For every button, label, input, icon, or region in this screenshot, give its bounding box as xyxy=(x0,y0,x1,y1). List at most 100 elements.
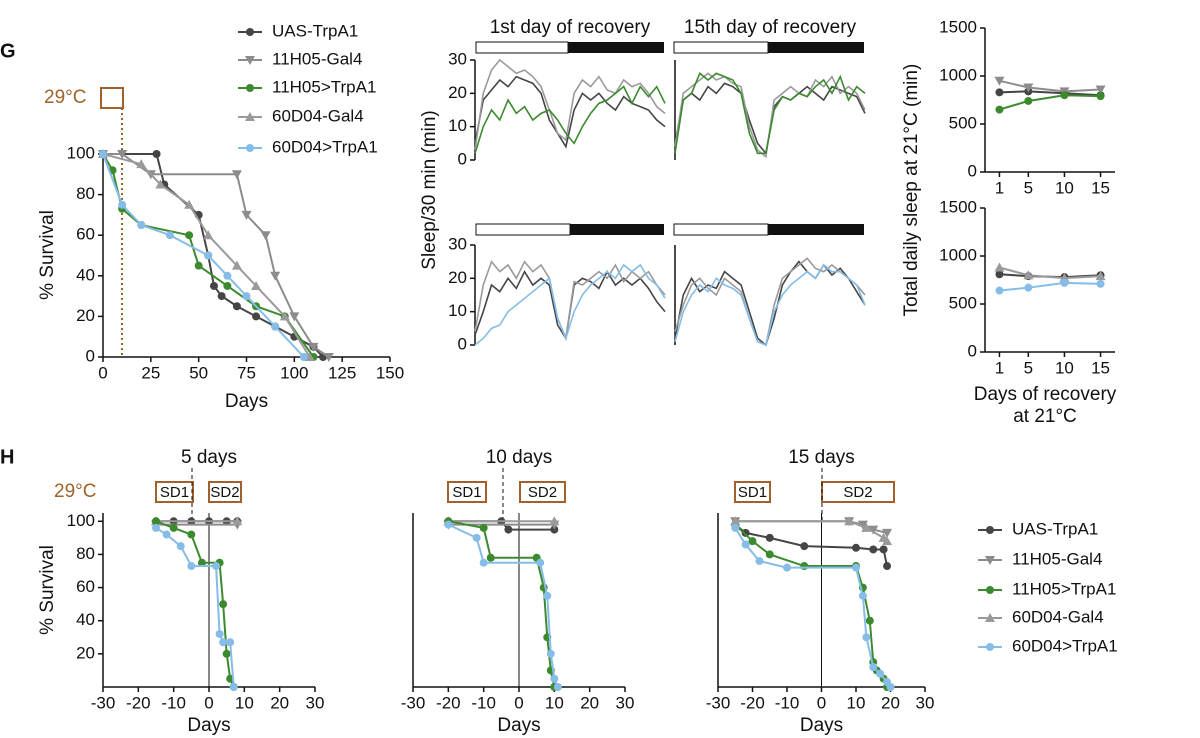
point xyxy=(865,616,874,625)
y-tick-label: 500 xyxy=(949,113,977,132)
series-line xyxy=(999,79,1101,93)
y-tick-label: 1000 xyxy=(939,65,977,84)
y-tick-label: 1000 xyxy=(939,245,977,264)
series-line xyxy=(474,260,666,342)
light-dark-bars xyxy=(475,41,864,236)
point xyxy=(730,516,741,526)
point xyxy=(852,563,860,572)
legend-label: 11H05>TrpA1 xyxy=(272,77,376,96)
legend-marker xyxy=(985,613,995,622)
legend-marker xyxy=(986,643,994,651)
x-tick-label: 1 xyxy=(995,178,1004,197)
legend-marker xyxy=(985,556,995,565)
point xyxy=(479,558,488,567)
point xyxy=(204,251,213,260)
point xyxy=(995,286,1004,295)
point xyxy=(232,302,241,311)
point xyxy=(194,261,203,270)
point xyxy=(1060,91,1069,100)
point xyxy=(883,562,892,571)
series-line xyxy=(474,58,666,151)
x-tick-label: 0 xyxy=(204,693,213,712)
point xyxy=(862,633,871,642)
point xyxy=(169,523,178,532)
series-line xyxy=(103,153,330,358)
point xyxy=(844,516,855,526)
sd-label: SD2 xyxy=(528,484,557,501)
point xyxy=(226,638,235,647)
x-tick-label: 15 xyxy=(1091,358,1110,377)
y-tick-label: 60 xyxy=(76,577,95,596)
y-tick-label: 60 xyxy=(76,225,95,244)
x-tick-label: 125 xyxy=(328,363,356,382)
point xyxy=(1023,83,1034,93)
y-tick-label: 40 xyxy=(76,265,95,284)
temperature-label: 29°C xyxy=(54,481,96,502)
x-tick-label: -30 xyxy=(91,693,116,712)
x-tick-label: 20 xyxy=(270,693,289,712)
point xyxy=(886,683,895,691)
point xyxy=(783,563,791,572)
x-axis-label: Days xyxy=(800,715,843,736)
point xyxy=(879,545,888,554)
sd-box xyxy=(447,481,487,503)
point xyxy=(755,557,764,566)
series-line xyxy=(999,266,1101,280)
sd-box xyxy=(155,481,194,503)
legend-label: UAS-TrpA1 xyxy=(1012,519,1098,538)
x-tick-label: 150 xyxy=(376,363,404,382)
temperature-label: 29°C xyxy=(44,87,86,108)
x-tick-label: 30 xyxy=(616,693,635,712)
point xyxy=(217,292,226,301)
y-tick-label: 0 xyxy=(458,149,467,168)
legend-label: 60D04>TrpA1 xyxy=(272,137,378,156)
point xyxy=(229,683,238,691)
point xyxy=(299,353,308,361)
x-tick-label: 10 xyxy=(235,693,254,712)
x-tick-label: -20 xyxy=(740,693,765,712)
y-tick-label: 20 xyxy=(76,643,95,662)
sd-label: SD1 xyxy=(160,484,189,501)
point xyxy=(197,558,206,567)
point xyxy=(472,533,481,542)
point xyxy=(219,638,228,647)
x-axis-label: Days xyxy=(187,715,230,736)
series-line xyxy=(674,257,866,347)
legend-label: 60D04>TrpA1 xyxy=(1012,636,1118,655)
point xyxy=(152,523,160,532)
point xyxy=(741,528,750,537)
legend-marker xyxy=(245,112,255,121)
x-tick-label: 30 xyxy=(916,693,935,712)
y-axis-label: Sleep/30 min (min) xyxy=(419,110,440,269)
series-line xyxy=(999,90,1101,97)
point xyxy=(536,558,545,567)
y-tick-label: 500 xyxy=(949,293,977,312)
point xyxy=(260,231,271,241)
x-tick-label: -20 xyxy=(436,693,461,712)
series-line xyxy=(447,523,559,688)
point xyxy=(553,683,562,691)
temperature-box xyxy=(100,87,124,109)
point xyxy=(861,522,872,532)
point xyxy=(882,528,893,538)
y-axis-label: Total daily sleep at 21°C (min) xyxy=(901,64,922,317)
y-tick-label: 0 xyxy=(86,346,95,365)
panel-label: G xyxy=(0,40,16,62)
y-tick-label: 30 xyxy=(448,234,467,253)
point xyxy=(187,562,196,571)
point xyxy=(444,520,453,529)
legend-marker xyxy=(246,144,254,152)
point xyxy=(858,591,867,600)
sd-label: SD2 xyxy=(843,484,872,501)
point xyxy=(176,542,185,551)
y-tick-label: 40 xyxy=(76,610,95,629)
point xyxy=(209,281,218,290)
x-tick-label: 20 xyxy=(580,693,599,712)
y-tick-label: 30 xyxy=(448,49,467,68)
point xyxy=(869,545,878,554)
y-tick-label: 100 xyxy=(67,511,95,530)
series-line xyxy=(674,82,866,156)
point xyxy=(152,517,160,526)
y-tick-label: 20 xyxy=(448,83,467,102)
legend-label: 11H05-Gal4 xyxy=(272,49,362,68)
